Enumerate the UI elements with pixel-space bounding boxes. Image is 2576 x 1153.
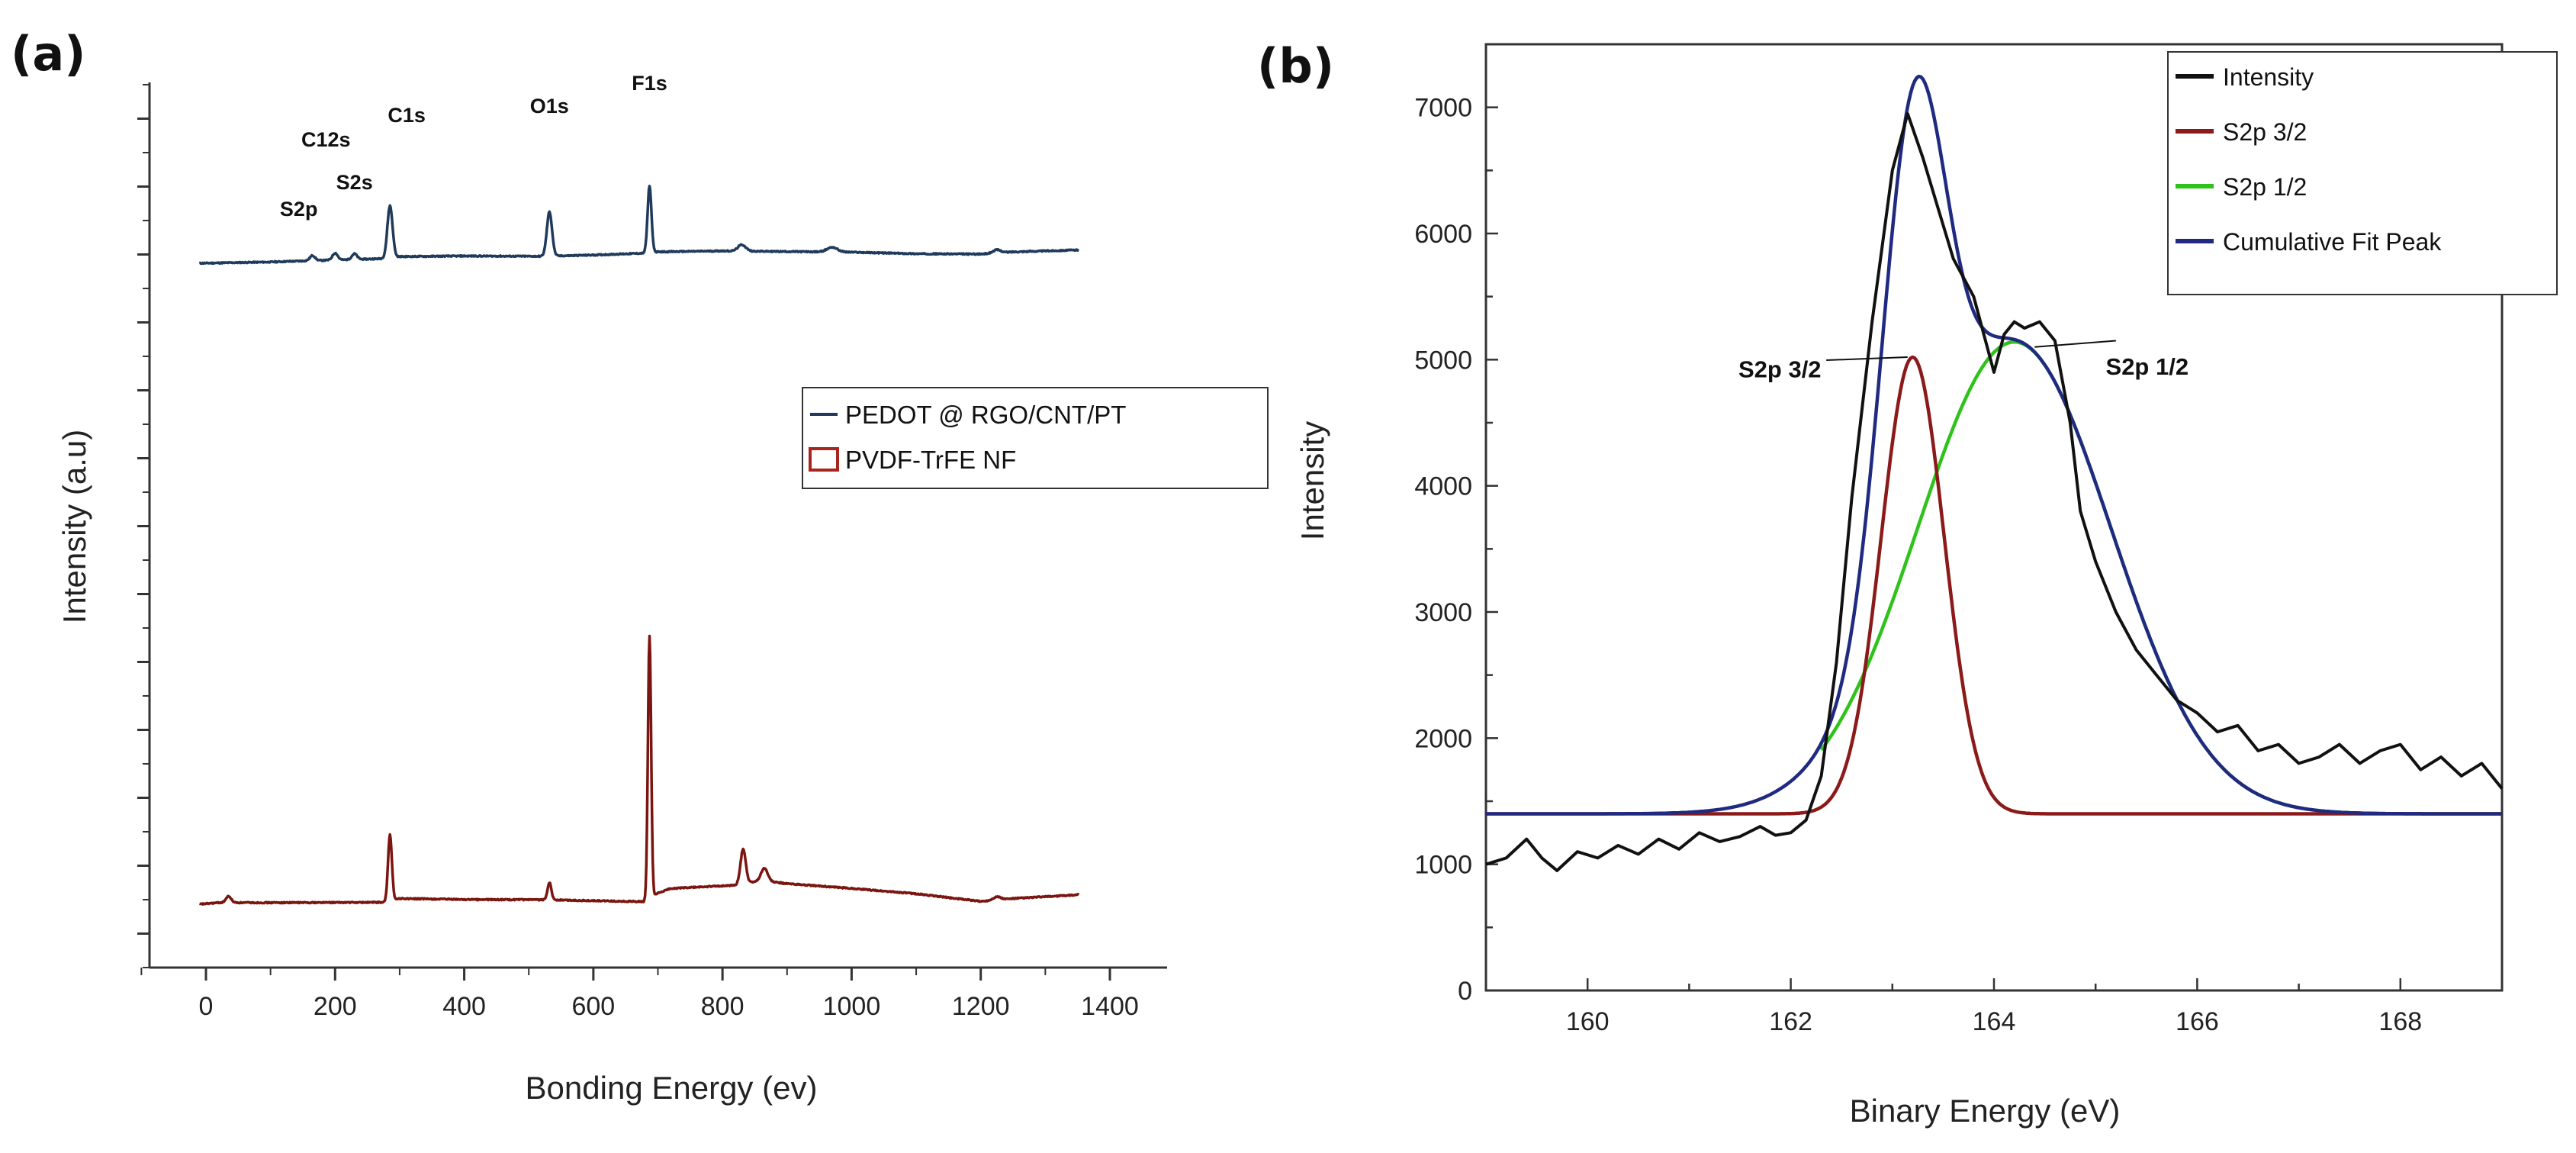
- series-line-pvdf: [198, 634, 1080, 906]
- y-tick-label: 4000: [1414, 472, 1472, 501]
- legend-swatch-pvdf: [809, 447, 839, 472]
- x-tick-label: 200: [314, 992, 357, 1021]
- annotation-s2p-3-2: S2p 3/2: [1738, 356, 1822, 382]
- legend-label-pvdf: PVDF-TrFE NF: [845, 446, 1016, 474]
- x-tick-label: 800: [701, 992, 744, 1021]
- y-tick-label: 6000: [1414, 220, 1472, 249]
- panel-a-legend: PEDOT @ RGO/CNT/PT PVDF-TrFE NF: [802, 387, 1269, 489]
- peak-label-c12s: C12s: [301, 128, 351, 151]
- peak-label-s2s: S2s: [336, 171, 373, 194]
- x-tick-label: 162: [1769, 1007, 1812, 1036]
- x-tick-label: 168: [2378, 1007, 2422, 1036]
- panel-b-y-ticks: 0 1000 2000 3000 4000 5000 6000 7000: [1414, 43, 1498, 1006]
- y-tick-label: 3000: [1414, 598, 1472, 627]
- annotation-pointer-s2p-1-2: [2034, 340, 2116, 348]
- peak-label-o1s: O1s: [530, 95, 569, 118]
- y-tick-label: 1000: [1414, 851, 1472, 880]
- y-tick-label: 0: [1458, 977, 1472, 1006]
- peak-label-f1s: F1s: [632, 72, 667, 95]
- legend-box: [2167, 51, 2558, 295]
- x-tick-label: 166: [2176, 1007, 2219, 1036]
- annotation-pointer-s2p-3-2: [1826, 356, 1908, 362]
- x-tick-label: 400: [442, 992, 486, 1021]
- legend-label-cumulative-fit: Cumulative Fit Peak: [2223, 228, 2442, 256]
- legend-label-s2p-1-2: S2p 1/2: [2223, 173, 2307, 201]
- peak-label-s2p: S2p: [280, 198, 318, 221]
- panel-b-y-axis-title: Intensity: [1294, 421, 1330, 540]
- y-tick-label: 7000: [1414, 94, 1472, 123]
- peak-label-c1s: C1s: [388, 104, 426, 127]
- x-tick-label: 1200: [952, 992, 1010, 1021]
- panel-a-label: (a): [11, 26, 86, 82]
- panel-a-y-axis-title: Intensity (a.u): [56, 430, 92, 623]
- panel-b-label: (b): [1257, 38, 1334, 94]
- x-tick-label: 0: [199, 992, 214, 1021]
- legend-label-pedot: PEDOT @ RGO/CNT/PT: [845, 401, 1126, 429]
- series-line-pedot: [198, 185, 1080, 266]
- panel-b-legend: Intensity S2p 3/2 S2p 1/2 Cumulative Fit…: [2167, 51, 2558, 295]
- panel-a-x-ticks: 0 200 400 600 800 1000 1200 1400: [140, 968, 1139, 1021]
- y-tick-label: 2000: [1414, 724, 1472, 753]
- series-line-cumulative-fit: [1486, 74, 2502, 816]
- legend-box: [802, 387, 1269, 489]
- x-tick-label: 160: [1566, 1007, 1610, 1036]
- x-tick-label: 1400: [1081, 992, 1139, 1021]
- panel-a-y-ticks: [137, 84, 150, 968]
- panel-a-x-axis-title: Bonding Energy (ev): [526, 1070, 818, 1106]
- x-tick-label: 1000: [823, 992, 881, 1021]
- y-tick-label: 5000: [1414, 346, 1472, 375]
- annotation-s2p-1-2: S2p 1/2: [2106, 353, 2189, 380]
- panel-a: (a) 0 200 400 600 800 1000 1200 1400 Bonding En…: [11, 26, 1269, 1106]
- legend-label-intensity: Intensity: [2223, 63, 2314, 91]
- x-tick-label: 600: [571, 992, 615, 1021]
- x-tick-label: 164: [1973, 1007, 2016, 1036]
- series-line-s2p-3-2: [1486, 355, 2502, 816]
- series-line-intensity: [1485, 111, 2504, 872]
- panel-b-x-axis-title: Binary Energy (eV): [1850, 1093, 2121, 1129]
- panel-b: (b) 0 1000 2000 3000 4000 5000 6000 7000 160 162…: [1257, 38, 2558, 1129]
- legend-label-s2p-3-2: S2p 3/2: [2223, 118, 2307, 146]
- panel-b-x-ticks: 160 162 164 166 168: [1484, 978, 2504, 1036]
